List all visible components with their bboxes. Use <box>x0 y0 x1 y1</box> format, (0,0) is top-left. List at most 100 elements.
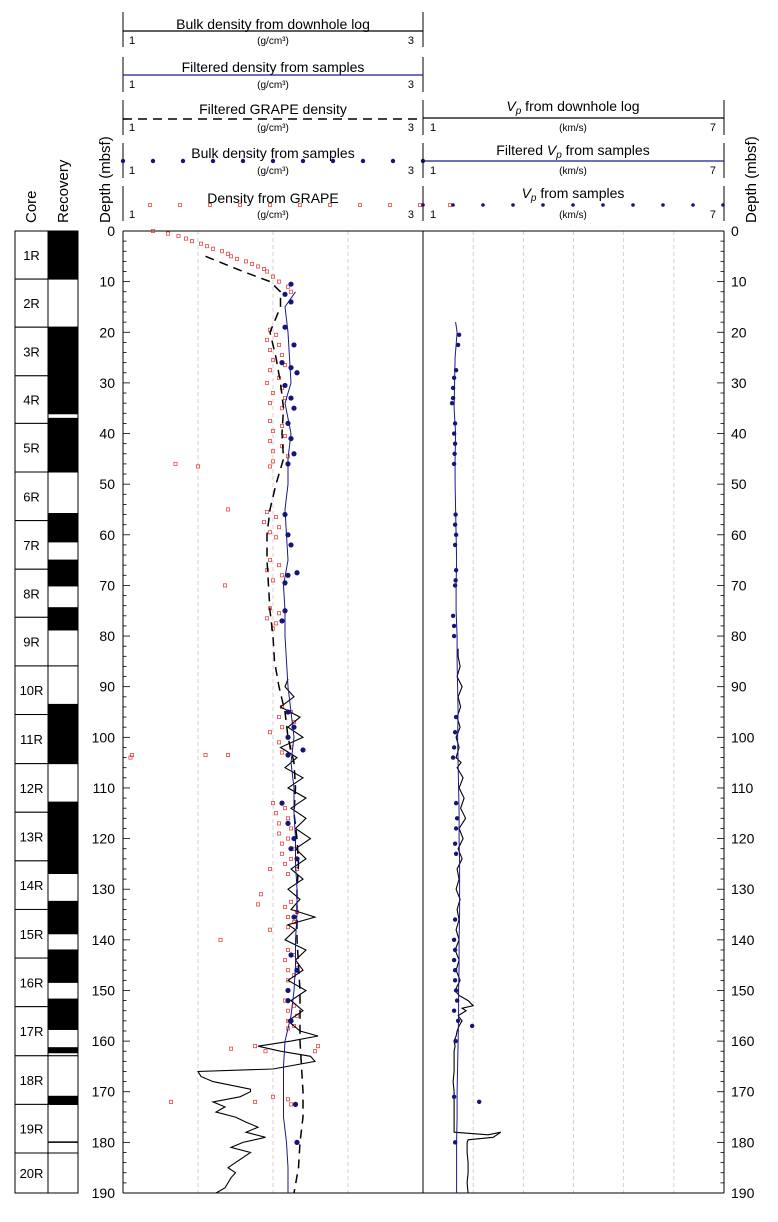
recovery-block <box>48 231 78 280</box>
vp-sample-point <box>452 947 458 953</box>
bulk-density-sample-point <box>288 952 294 958</box>
bulk-density-sample-point <box>291 342 297 348</box>
vp-sample-point <box>453 714 459 720</box>
filtered-density-samples-line <box>282 291 298 1193</box>
legend-density-filtered-min: 1 <box>129 79 135 91</box>
legend-vp-samples-title: Vp from samples <box>522 185 625 204</box>
legend-bulk-dot <box>360 158 366 164</box>
grape-density-point <box>265 510 269 514</box>
vp-sample-point <box>453 512 458 517</box>
vp-sample-point <box>451 431 457 436</box>
right-depth-tick-label: 80 <box>731 628 747 644</box>
right-depth-tick-label: 70 <box>731 577 747 593</box>
legend-bulk-dot <box>240 158 246 164</box>
vp-sample-point <box>453 988 459 993</box>
grape-density-point <box>229 254 233 259</box>
recovery-block <box>48 900 78 935</box>
core-label: 18R <box>20 1073 44 1088</box>
bulk-density-sample-point <box>279 800 285 806</box>
vp-sample-point <box>452 583 458 588</box>
grape-density-point <box>313 1049 317 1054</box>
right-depth-tick-label: 50 <box>731 476 747 492</box>
core-label: 19R <box>20 1122 44 1137</box>
grape-density-point <box>286 925 290 930</box>
vp-sample-point <box>452 451 457 456</box>
grape-density-point <box>277 740 281 745</box>
left-depth-tick-label: 190 <box>92 1185 116 1201</box>
bulk-density-sample-point <box>294 856 300 862</box>
bulk-density-sample-point <box>291 724 297 730</box>
grape-density-point <box>263 1049 268 1054</box>
legend-grape-square <box>358 203 362 207</box>
core-label: 7R <box>23 538 40 553</box>
vp-sample-point <box>453 1038 458 1044</box>
grape-density-point <box>286 978 290 983</box>
grape-density-point <box>196 464 200 469</box>
bulk-density-sample-point <box>285 461 291 467</box>
recovery-block <box>48 559 78 587</box>
left-depth-tick-label: 130 <box>92 881 116 897</box>
bulk-density-sample-point <box>285 998 291 1004</box>
grape-density-point <box>277 821 281 826</box>
grape-density-point <box>277 715 281 720</box>
vp-sample-point <box>452 441 458 446</box>
grape-density-point <box>271 459 275 464</box>
data-series <box>128 229 502 1194</box>
gridlines <box>197 231 675 1193</box>
core-label: 9R <box>23 635 40 650</box>
core-cell <box>14 665 49 716</box>
grape-density-point <box>256 264 260 269</box>
recovery-block <box>48 1095 78 1105</box>
vp-sample-point <box>456 332 462 337</box>
grape-density-point <box>277 279 281 284</box>
vp-sample-point <box>451 1008 457 1013</box>
grape-density-point <box>268 867 272 871</box>
legend-grape-filtered-min: 1 <box>129 122 135 134</box>
left-depth-tick-label: 40 <box>99 426 115 442</box>
grape-density-point <box>289 899 293 904</box>
vp-sample-point <box>454 816 460 821</box>
legend-vp-filtered-unit: (km/s) <box>559 166 587 177</box>
left-depth-tick-label: 160 <box>92 1033 116 1049</box>
legend-vp-samples-min: 1 <box>430 209 436 221</box>
left-depth-tick-label: 90 <box>99 679 115 695</box>
vp-sample-point <box>452 841 458 846</box>
grape-density-point <box>226 753 230 757</box>
core-cell <box>14 278 49 328</box>
core-label: 12R <box>20 781 44 796</box>
right-depth-tick-label: 110 <box>731 780 754 796</box>
legend-bulk-dot <box>330 158 336 164</box>
legend-grape-square <box>238 203 242 207</box>
legend-grape-square <box>298 203 302 207</box>
bulk-density-sample-point <box>285 420 291 426</box>
bulk-density-sample-point <box>288 299 294 305</box>
legend-vp-filtered-min: 1 <box>430 165 436 177</box>
right-depth-axis-label: Depth (mbsf) <box>743 136 760 223</box>
left-depth-tick-label: 120 <box>92 831 116 847</box>
left-depth-tick-label: 170 <box>92 1084 116 1100</box>
grape-density-point <box>166 231 170 236</box>
vp-sample-point <box>453 568 459 573</box>
legend-grape-filtered-title: Filtered GRAPE density <box>199 101 347 117</box>
grape-density-point <box>280 423 284 428</box>
legend-vp-samples: Vp from samples 1 (km/s) 7 <box>421 185 725 221</box>
bulk-density-sample-point <box>285 752 291 758</box>
grape-density-point <box>250 261 254 266</box>
right-depth-tick-label: 160 <box>731 1033 755 1049</box>
legend-density-downhole-title: Bulk density from downhole log <box>176 16 370 32</box>
bulk-density-sample-point <box>282 291 288 297</box>
bulk-density-sample-point <box>288 542 294 548</box>
right-depth-tick-label: 170 <box>731 1084 755 1100</box>
vp-sample-point <box>451 375 457 381</box>
recovery-block <box>48 703 78 764</box>
bulk-density-sample-point <box>285 987 291 994</box>
legend-vp-dot <box>481 203 485 207</box>
bulk-density-sample-point <box>285 734 291 740</box>
grape-density-point <box>199 241 203 246</box>
grape-density-point <box>280 573 284 578</box>
legend-density-filtered-title: Filtered density from samples <box>182 59 365 75</box>
right-depth-tick-label: 60 <box>731 527 747 543</box>
grape-density-point <box>265 616 269 621</box>
left-depth-tick-label: 180 <box>92 1134 116 1150</box>
grape-density-point <box>289 856 293 861</box>
